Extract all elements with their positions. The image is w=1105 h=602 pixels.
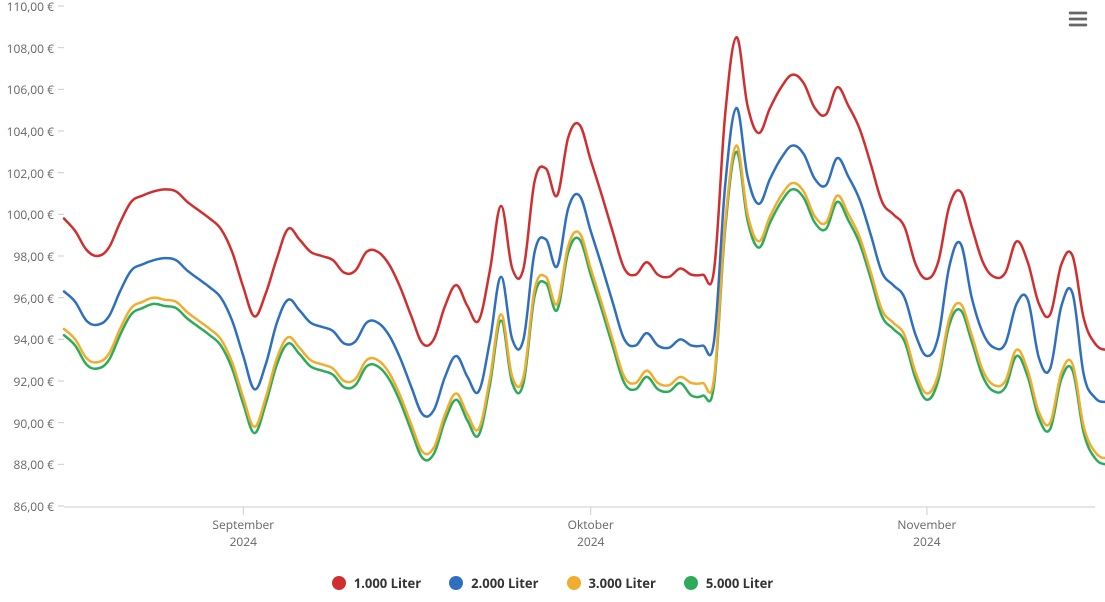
legend-swatch: [332, 576, 346, 590]
legend-item-s1000[interactable]: 1.000 Liter: [332, 574, 421, 592]
x-axis-tick-label: November2024: [867, 516, 987, 550]
legend-label: 1.000 Liter: [354, 574, 421, 592]
series-line-s2000: [64, 108, 1105, 417]
legend-label: 3.000 Liter: [589, 574, 656, 592]
y-axis-tick-label: 90,00 €: [0, 415, 54, 432]
series-line-s1000: [64, 37, 1105, 350]
y-axis-tick-label: 106,00 €: [0, 81, 54, 98]
series-line-s5000: [64, 152, 1105, 465]
legend-swatch: [684, 576, 698, 590]
y-axis-tick-label: 104,00 €: [0, 123, 54, 140]
y-axis-tick-label: 96,00 €: [0, 290, 54, 307]
y-axis-tick-label: 108,00 €: [0, 40, 54, 57]
legend-swatch: [567, 576, 581, 590]
y-axis-tick-label: 94,00 €: [0, 331, 54, 348]
price-chart: 86,00 € 88,00 € 90,00 € 92,00 € 94,00 € 96,00…: [0, 0, 1105, 602]
legend-item-s3000[interactable]: 3.000 Liter: [567, 574, 656, 592]
y-axis-tick-label: 88,00 €: [0, 456, 54, 473]
y-axis-tick-label: 86,00 €: [0, 498, 54, 515]
x-axis-tick-label: September2024: [183, 516, 303, 550]
y-axis-tick-label: 92,00 €: [0, 373, 54, 390]
legend-label: 2.000 Liter: [471, 574, 538, 592]
legend-item-s2000[interactable]: 2.000 Liter: [449, 574, 538, 592]
legend-item-s5000[interactable]: 5.000 Liter: [684, 574, 773, 592]
legend-swatch: [449, 576, 463, 590]
chart-plot-area: [0, 0, 1105, 602]
legend-label: 5.000 Liter: [706, 574, 773, 592]
y-axis-tick-label: 110,00 €: [0, 0, 54, 15]
y-axis-tick-label: 102,00 €: [0, 165, 54, 182]
y-axis-tick-label: 98,00 €: [0, 248, 54, 265]
x-axis-tick-label: Oktober2024: [531, 516, 651, 550]
y-axis-tick-label: 100,00 €: [0, 206, 54, 223]
series-line-s3000: [64, 146, 1105, 459]
chart-legend: 1.000 Liter 2.000 Liter 3.000 Liter 5.000 L…: [0, 574, 1105, 592]
